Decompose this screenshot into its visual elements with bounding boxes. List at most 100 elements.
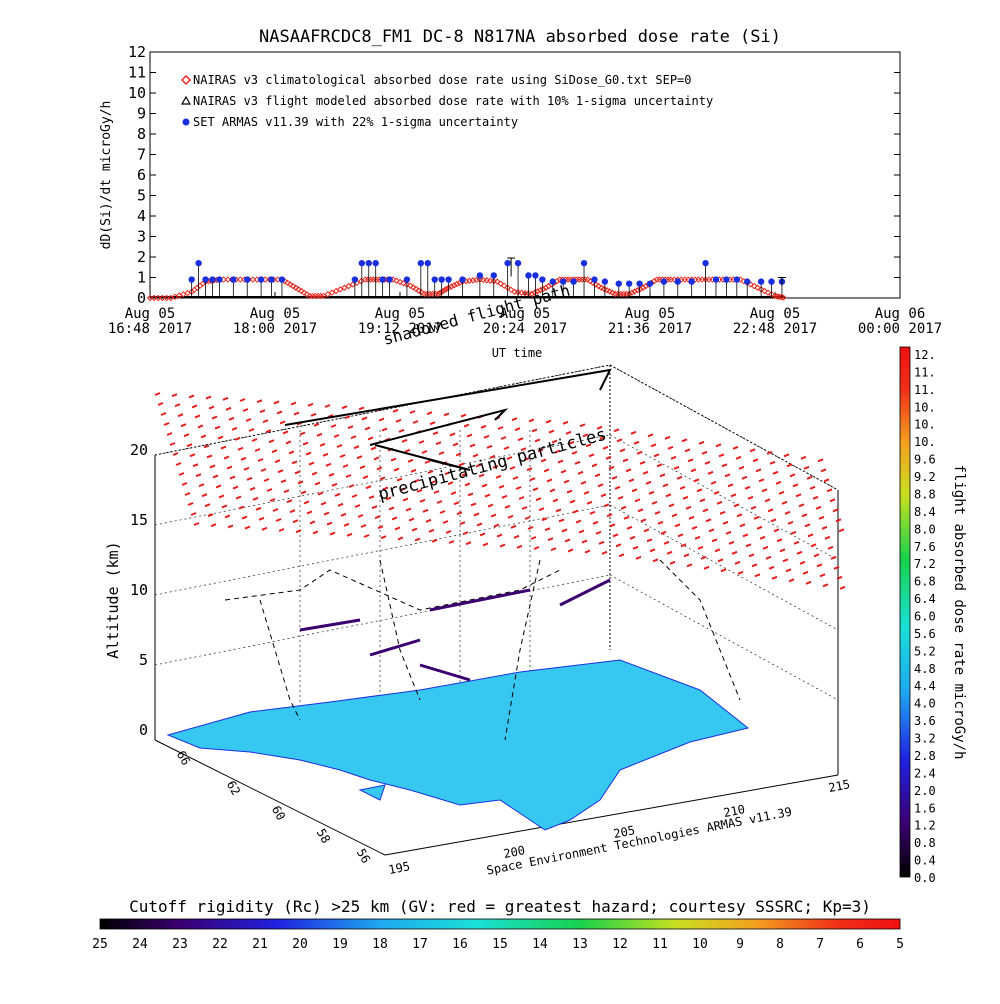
dose-field-mark: [460, 413, 467, 418]
climatological-point: [407, 282, 414, 289]
dose-field-mark: [255, 506, 262, 511]
curtain-path-4: [504, 559, 541, 741]
climatological-point: [434, 290, 442, 298]
y-tick-label: 10: [128, 84, 146, 102]
dose-field-mark: [333, 434, 340, 438]
dose-field-mark: [367, 436, 374, 441]
timeseries-plot-frame: [149, 51, 901, 299]
dose-field-mark: [456, 511, 463, 516]
dose-field-mark: [166, 432, 173, 436]
dose-field-mark: [779, 548, 786, 553]
dose-field-mark: [529, 477, 536, 482]
climatological-point: [150, 294, 158, 302]
x-tick-time: 00:00 2017: [858, 321, 942, 337]
dose-field-mark: [397, 536, 404, 541]
dose-field-mark: [530, 536, 537, 540]
dose-field-mark: [252, 496, 259, 501]
altitude-tick-label: 10: [130, 581, 148, 599]
climatological-point: [146, 294, 154, 302]
climatological-point: [497, 280, 504, 287]
dose-field-mark: [532, 487, 539, 492]
longitude-tick-label: 215: [827, 777, 851, 795]
dose-field-mark: [818, 515, 825, 520]
dose-field-mark: [767, 508, 774, 513]
dose-field-mark: [259, 409, 266, 414]
dose-field-mark: [614, 485, 621, 490]
dose-field-mark: [433, 490, 440, 494]
dose-field-mark: [705, 518, 712, 523]
dose-field-mark: [374, 515, 381, 520]
dose-field-mark: [365, 485, 372, 490]
dose-field-mark: [344, 415, 351, 420]
dose-field-mark: [238, 505, 245, 510]
dose-rate-colorbar-ticks: 12. 11. 11. 10. 10. 10. 9.6 9.2 8.8 8.4 8.0 7.6 7.2 6…: [914, 348, 936, 885]
dose-field-mark: [245, 418, 252, 422]
dose-field-mark: [642, 470, 649, 475]
climatological-point: [439, 288, 446, 295]
rigidity-colorbar-tick-label: 21: [252, 937, 268, 952]
climatological-point: [163, 294, 170, 302]
dose-field-mark: [527, 526, 534, 530]
dose-field-mark: [362, 475, 369, 480]
cutoff-rigidity-colorbar-ticks: 25 24 23 22 21 20 19 18 17 16 15 14 13 12 11 10 9 8 7 6 5: [92, 937, 904, 952]
dose-field-mark: [579, 423, 586, 428]
dose-field-mark: [724, 473, 731, 478]
dose-field-mark: [293, 411, 300, 416]
dose-field-mark: [225, 406, 232, 411]
dose-field-mark: [596, 425, 603, 430]
depth-grid-line: [154, 434, 611, 526]
dose-field-mark: [209, 464, 216, 469]
dose-field-mark: [378, 417, 385, 422]
dose-field-mark: [716, 500, 723, 505]
climatological-point: [155, 294, 162, 302]
dose-field-mark: [690, 468, 697, 473]
armas-point: [476, 272, 484, 279]
climatological-point: [298, 287, 305, 295]
dose-colorbar-tick-label: 6.8: [914, 575, 936, 589]
dose-field-mark: [784, 510, 791, 515]
dose-field-mark: [772, 470, 779, 475]
dose-field-mark: [823, 478, 830, 483]
dose-field-mark: [224, 514, 231, 519]
climatological-point: [539, 285, 547, 293]
dose-field-mark: [316, 432, 323, 437]
dose-field-mark: [171, 393, 178, 398]
dose-field-mark: [331, 482, 338, 487]
dose-field-mark: [395, 418, 402, 423]
climatological-point: [409, 284, 417, 291]
dose-field-mark: [611, 475, 618, 480]
climatological-point: [441, 287, 448, 294]
altitude-tick-label: 0: [139, 721, 148, 739]
dose-field-mark: [799, 560, 806, 565]
dose-field-mark: [809, 485, 816, 490]
dose-field-mark: [543, 468, 550, 473]
dose-field-mark: [787, 520, 794, 525]
dose-field-mark: [602, 445, 609, 450]
timeseries-series: [146, 257, 787, 302]
climatological-point: [224, 276, 231, 283]
dose-field-mark: [227, 524, 234, 529]
armas-point: [559, 278, 567, 285]
dose-field-mark: [566, 489, 573, 494]
climatological-point: [448, 283, 455, 290]
latitude-tick-label: 58: [314, 826, 333, 846]
dose-field-mark: [188, 394, 195, 399]
dose-field-mark: [280, 479, 287, 484]
x-tick-date: Aug 05: [375, 306, 426, 322]
dose-field-mark: [521, 506, 528, 510]
dose-field-mark: [249, 486, 256, 491]
dose-field-mark: [223, 455, 230, 460]
track-segment-1: [299, 618, 361, 632]
dose-field-mark: [651, 500, 658, 505]
dose-field-mark: [728, 540, 735, 545]
dose-field-mark: [803, 465, 810, 470]
dose-field-mark: [722, 520, 729, 525]
dose-colorbar-tick-label: 11.: [914, 383, 936, 397]
dose-field-mark: [733, 503, 740, 508]
dose-field-mark: [419, 498, 426, 503]
armas-point: [202, 276, 209, 283]
dose-field-mark: [268, 439, 275, 444]
rigidity-colorbar-tick-label: 9: [736, 937, 744, 952]
dose-field-mark: [436, 500, 443, 504]
dose-field-mark: [691, 525, 698, 530]
